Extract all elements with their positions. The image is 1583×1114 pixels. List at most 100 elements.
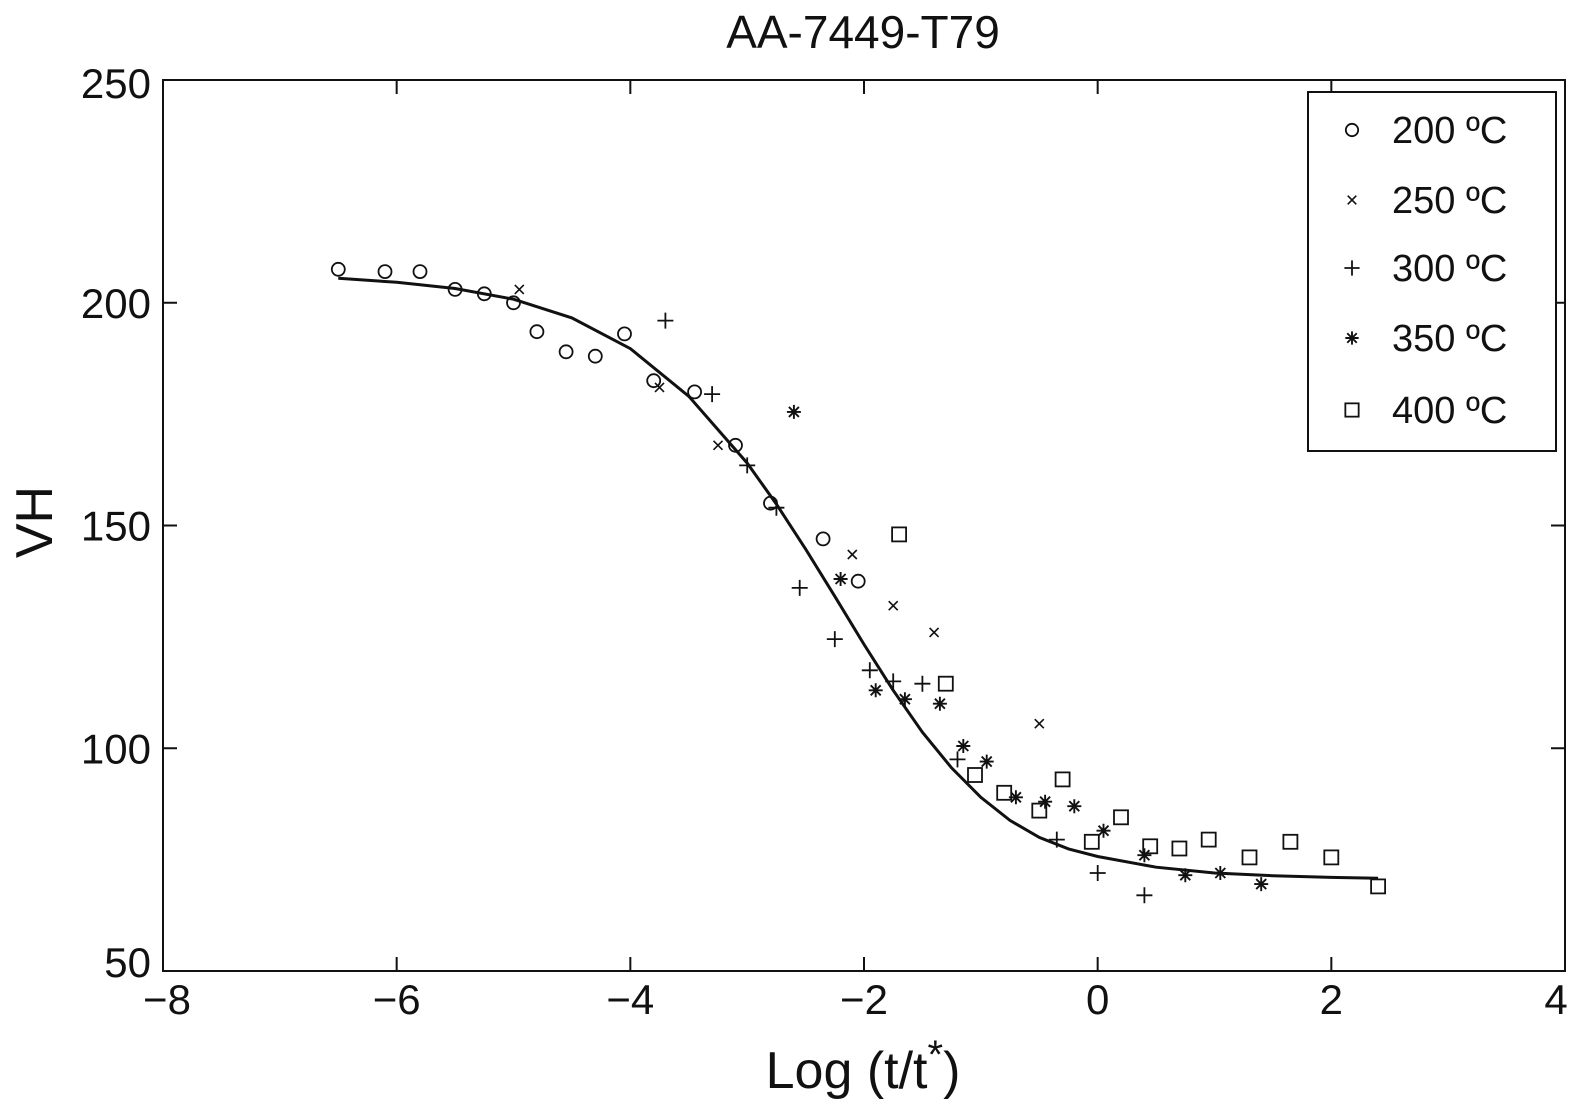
data-point-asterisk (897, 692, 912, 707)
data-point-asterisk (956, 739, 971, 753)
circle-marker-shape (447, 281, 463, 297)
y-tick-label: 200 (81, 280, 151, 327)
data-point-circle (815, 531, 831, 547)
circle-marker-shape (617, 326, 632, 342)
asterisk-marker-shape (1137, 848, 1152, 863)
data-point-square (1200, 831, 1217, 848)
legend-marker-circle (1344, 122, 1360, 138)
legend-marker-square (1344, 402, 1360, 418)
asterisk-marker-shape (833, 572, 848, 586)
x-marker-shape (1034, 718, 1045, 729)
data-point-asterisk (1178, 868, 1193, 883)
plus-marker-shape (861, 662, 878, 679)
square-marker-shape (1370, 878, 1386, 895)
data-point-plus (791, 579, 808, 596)
x-tick-label: −2 (840, 976, 888, 1023)
data-point-square (937, 675, 954, 692)
asterisk-marker-shape (868, 683, 883, 698)
square-marker-shape (1200, 831, 1217, 848)
square-marker-shape (1054, 771, 1071, 788)
data-point-circle (728, 437, 743, 453)
x-axis-label: Log (t/t*) (766, 1033, 961, 1100)
data-point-x (929, 627, 940, 638)
data-point-square (1370, 878, 1386, 895)
chart-title: AA-7449-T79 (726, 6, 1000, 58)
x-marker-shape (888, 600, 899, 611)
data-point-square (1241, 849, 1258, 866)
square-marker-shape (1083, 833, 1100, 850)
data-point-square (996, 784, 1013, 801)
x-marker-shape (1347, 195, 1357, 205)
data-point-circle (646, 373, 662, 389)
data-point-x (1034, 718, 1045, 729)
axis-ticks (162, 79, 1566, 972)
plus-marker-shape (1136, 887, 1153, 904)
data-points (330, 261, 1386, 904)
data-point-x (847, 549, 858, 560)
data-point-plus (657, 312, 674, 329)
legend-label: 250 ºC (1392, 180, 1507, 222)
square-marker-shape (967, 767, 983, 783)
data-point-square (1083, 833, 1100, 850)
asterisk-marker-shape (786, 404, 801, 419)
data-point-asterisk (1067, 799, 1082, 814)
data-point-plus (861, 662, 878, 679)
data-point-x (888, 600, 899, 611)
data-point-asterisk (786, 404, 801, 419)
square-marker-shape (1171, 840, 1188, 857)
circle-marker-shape (850, 573, 866, 589)
data-point-square (967, 767, 983, 783)
data-point-asterisk (1008, 790, 1023, 805)
data-point-asterisk (1213, 866, 1228, 880)
data-point-plus (1136, 887, 1153, 904)
plus-marker-shape (1344, 260, 1360, 276)
legend-label: 300 ºC (1392, 248, 1507, 290)
fit-curve (338, 276, 1379, 880)
plus-marker-shape (914, 675, 931, 692)
data-point-plus (704, 386, 721, 403)
data-point-asterisk (1137, 848, 1152, 863)
x-marker-shape (847, 549, 858, 560)
data-point-square (891, 526, 907, 543)
circle-marker-shape (815, 531, 831, 547)
x-marker-shape (514, 284, 525, 295)
data-point-circle (330, 261, 346, 277)
data-point-circle (447, 281, 463, 297)
circle-marker-shape (412, 264, 428, 280)
asterisk-marker-shape (1178, 868, 1193, 883)
data-point-x (712, 440, 724, 451)
asterisk-marker-shape (1067, 799, 1082, 814)
data-point-square (1171, 840, 1188, 857)
legend-label: 400 ºC (1392, 390, 1507, 432)
square-marker-shape (1241, 849, 1258, 866)
data-point-plus (768, 499, 785, 516)
data-point-circle (377, 264, 393, 280)
data-point-square (1282, 833, 1299, 850)
data-point-plus (826, 631, 843, 648)
circle-marker-shape (506, 295, 521, 311)
x-tick-label: −6 (373, 976, 421, 1023)
circle-marker-shape (558, 344, 574, 360)
data-point-asterisk (1096, 823, 1111, 838)
data-point-circle (412, 264, 428, 280)
circle-marker-shape (330, 261, 346, 277)
circle-marker-shape (476, 286, 492, 302)
circle-marker-shape (687, 384, 702, 400)
plus-marker-shape (791, 579, 808, 596)
data-point-asterisk (833, 572, 848, 586)
square-marker-shape (996, 784, 1013, 801)
square-marker-shape (937, 675, 954, 692)
data-point-circle (529, 324, 545, 340)
legend-box (1307, 91, 1557, 452)
y-tick-label: 150 (81, 503, 151, 550)
plus-marker-shape (949, 751, 966, 768)
asterisk-marker-shape (1038, 794, 1053, 809)
plus-marker-shape (1089, 865, 1106, 881)
data-point-asterisk (1038, 794, 1053, 809)
data-point-asterisk (868, 683, 883, 698)
y-tick-label: 250 (81, 60, 151, 107)
data-point-square (1142, 838, 1159, 855)
data-point-plus (885, 673, 902, 690)
